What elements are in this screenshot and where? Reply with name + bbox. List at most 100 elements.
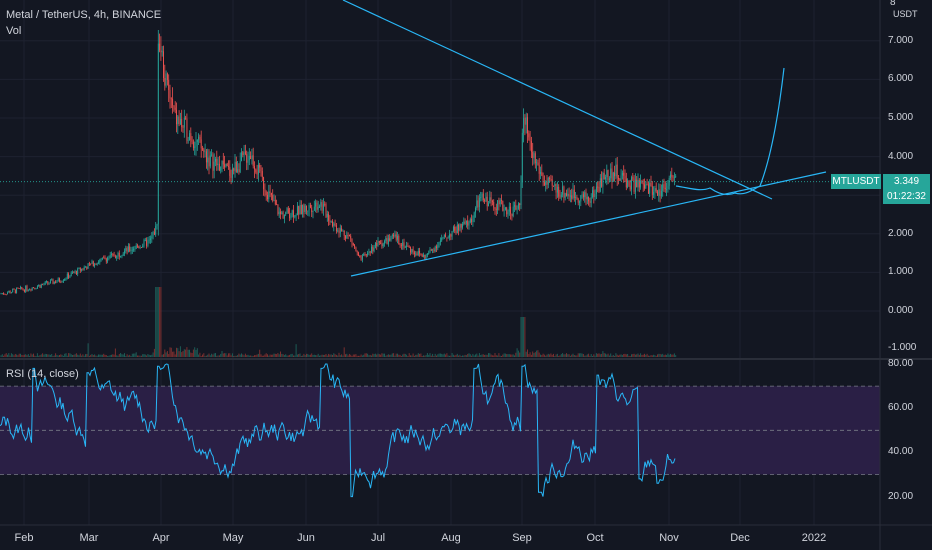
candle-body [659, 189, 661, 197]
candle-body [321, 202, 323, 211]
trendline-drawings[interactable] [342, 0, 827, 277]
volume-bar [112, 354, 114, 357]
candle-body [278, 211, 280, 215]
candle-body [12, 288, 14, 293]
candle-body [616, 164, 618, 178]
candle-body [20, 286, 21, 289]
candle-body [185, 117, 187, 119]
candle-body [517, 203, 519, 209]
volume-bar [657, 354, 658, 357]
volume-bar [605, 353, 606, 357]
volume-bar [270, 354, 272, 357]
volume-bar [367, 353, 369, 357]
volume-bar [83, 355, 85, 357]
volume-bar [108, 355, 110, 357]
volume-bar [137, 355, 138, 357]
volume-bar [351, 355, 353, 357]
candle-body [231, 168, 233, 178]
candle-body [127, 246, 129, 252]
volume-bar [225, 353, 227, 357]
volume-bar [51, 353, 53, 357]
volume-bar [5, 353, 7, 357]
volume-bar [649, 355, 651, 357]
volume-bar [411, 355, 413, 357]
volume-bar [16, 354, 18, 357]
time-tick-label: Dec [730, 532, 750, 544]
candle-body [244, 151, 246, 155]
volume-bar [408, 353, 410, 357]
candle-body [484, 199, 486, 202]
candle-body [660, 190, 662, 197]
candle-body [259, 164, 261, 168]
volume-bar [589, 355, 591, 357]
candle-body [530, 140, 532, 152]
volume-bar [111, 354, 112, 357]
candle-body [519, 203, 521, 206]
volume-label[interactable]: Vol [6, 25, 22, 37]
volume-bar [116, 355, 118, 357]
candle-body [615, 164, 617, 177]
candle-body [131, 249, 133, 251]
volume-bar [433, 355, 435, 357]
candle-body [585, 192, 587, 200]
volume-bar [527, 349, 528, 357]
candle-body [319, 206, 320, 208]
symbol-title[interactable]: Metal / TetherUS, 4h, BINANCE [6, 9, 162, 21]
candle-body [273, 200, 275, 201]
volume-bar [410, 355, 411, 357]
candle-body [189, 133, 190, 141]
rsi-tick-label: 20.00 [888, 490, 914, 502]
volume-bar [607, 353, 609, 357]
volume-bar [458, 355, 460, 357]
candle-body [581, 194, 583, 196]
candle-body [330, 221, 332, 222]
volume-bar [598, 353, 600, 357]
candle-body [166, 73, 168, 80]
volume-bar [36, 353, 38, 357]
candle-body [90, 263, 92, 265]
volume-bar [373, 354, 375, 357]
volume-bar [567, 354, 569, 357]
candle-body [481, 193, 483, 198]
volume-bar [296, 354, 298, 357]
candle-body [486, 196, 488, 207]
candle-body [290, 215, 292, 219]
volume-bar [608, 355, 610, 357]
volume-bar [78, 355, 80, 357]
time-tick-label: Apr [152, 532, 170, 544]
candle-body [367, 252, 369, 255]
volume-bar [438, 353, 440, 357]
volume-bar [300, 355, 302, 357]
candle-body [360, 257, 362, 260]
volume-bar [79, 353, 81, 357]
volume-bar [278, 354, 280, 357]
candle-body [190, 133, 192, 141]
candle-body [230, 175, 232, 178]
candle-body [5, 294, 7, 296]
candle-body [494, 207, 496, 209]
volume-bar [363, 354, 365, 357]
volume-bar [127, 355, 129, 357]
volume-bar [334, 354, 336, 357]
volume-bar [545, 355, 547, 357]
candle-body [577, 198, 579, 203]
candle-body [114, 256, 116, 258]
volume-bar [157, 287, 159, 357]
volume-bar [14, 353, 16, 357]
candle-body [489, 197, 491, 204]
volume-bar [282, 354, 284, 357]
volume-bar [61, 354, 63, 357]
candle-body [303, 204, 305, 212]
volume-bar [572, 353, 574, 357]
candle-body [68, 273, 70, 278]
volume-bar [74, 354, 76, 357]
candle-body [100, 258, 102, 260]
candle-body [212, 154, 214, 171]
volume-bar [629, 355, 631, 357]
candle-body [261, 171, 263, 178]
rsi-label[interactable]: RSI (14, close) [6, 368, 79, 380]
candle-body [153, 232, 155, 235]
volume-bar [13, 355, 15, 357]
candle-body [222, 160, 224, 165]
